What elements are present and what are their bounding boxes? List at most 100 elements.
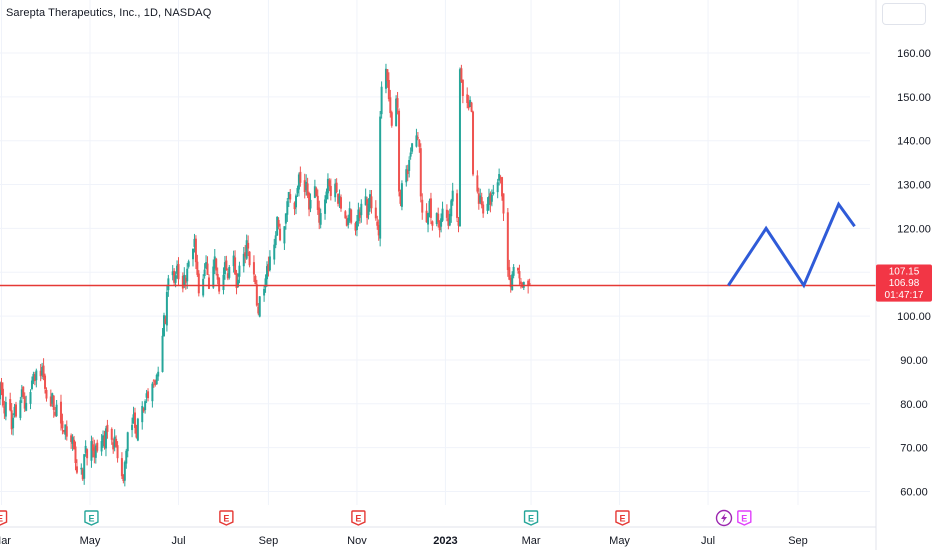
candle-99 [194,235,197,270]
candle-238 [477,187,480,210]
x-tick-label-9: Sep [788,535,808,547]
earnings-event-icon-0: E [0,510,8,526]
candle-41 [75,459,78,475]
candle-116 [228,265,231,280]
candle-64 [123,460,126,487]
candle-143 [284,213,287,230]
candle-69 [133,407,136,434]
candle-217 [435,212,438,227]
candle-196 [390,110,393,128]
earnings-event-icon-5: E [615,510,630,526]
candle-106 [207,274,210,290]
candle-12 [19,396,22,421]
candle-128 [254,274,257,285]
candle-33 [61,413,64,435]
candle-124 [245,234,248,260]
candle-14 [22,386,25,399]
candle-127 [252,255,255,282]
candle-161 [319,208,322,229]
candle-61 [116,441,119,463]
candle-51 [96,439,99,453]
candle-146 [289,188,292,203]
candle-174 [347,214,350,229]
candle-253 [508,259,511,281]
candle-197 [395,95,398,127]
x-tick-label-2: Jul [171,535,185,547]
candle-147 [293,201,296,216]
price-tag-label-1: 106.98 [889,278,920,289]
earnings-event-icon-3: E [351,510,366,526]
candle-2 [0,381,2,406]
candle-256 [512,264,515,279]
candle-222 [445,204,448,222]
candle-34 [62,429,65,434]
candle-134 [266,261,268,287]
candle-170 [338,189,341,208]
candle-191 [380,81,383,119]
candle-220 [440,213,443,233]
candle-247 [496,178,499,199]
candle-104 [205,255,208,270]
candle-75 [145,389,148,404]
price-tag-background [876,264,932,302]
candle-167 [334,178,337,202]
candle-31 [55,399,58,418]
candle-157 [313,179,316,199]
candle-80 [155,373,158,385]
candle-42 [80,463,83,475]
candle-158 [315,186,318,197]
time-axis[interactable]: Mar May Jul Sep Nov 2023 Mar May Jul Sep [0,526,876,547]
candle-216 [431,220,434,231]
svg-text:E: E [355,514,361,524]
y-tick-label-2: 80.00 [900,399,928,411]
candle-248 [498,168,501,186]
earnings-event-icon-2: E [219,510,234,526]
candle-166 [329,178,332,201]
candle-21 [35,368,38,388]
candle-211 [421,193,424,220]
candle-242 [486,197,489,215]
candle-259 [519,278,522,289]
candle-55 [104,425,107,457]
candle-145 [287,191,290,207]
svg-text:E: E [741,514,747,524]
candle-67 [131,417,134,438]
candle-22 [39,363,42,382]
candle-49 [93,439,96,464]
candle-262 [527,279,530,294]
candle-202 [405,165,408,187]
candle-25 [44,373,47,394]
svg-text:E: E [619,514,625,524]
grid-lines [0,0,870,505]
candle-27 [49,389,52,407]
candle-76 [147,388,150,402]
candle-56 [106,419,109,439]
candle-8 [10,402,13,435]
candle-221 [441,201,444,222]
candle-165 [328,178,331,192]
earnings-event-icon-1: E [84,510,99,526]
candle-68 [132,406,135,424]
candle-185 [369,189,372,212]
candle-125 [247,235,250,257]
settings-button[interactable] [882,3,926,25]
candle-59 [113,429,116,452]
candle-214 [428,198,431,218]
candle-204 [408,156,411,178]
candle-250 [501,176,504,201]
dividend-event-icon-6 [715,509,733,527]
candle-235 [470,101,473,113]
candle-178 [355,214,358,237]
candle-17 [29,389,32,410]
candle-226 [451,182,454,206]
candle-219 [438,220,441,238]
candle-249 [499,175,502,184]
candle-81 [157,366,160,381]
candle-181 [360,199,363,223]
candle-110 [216,267,219,285]
y-tick-label-7: 130.00 [897,180,931,192]
